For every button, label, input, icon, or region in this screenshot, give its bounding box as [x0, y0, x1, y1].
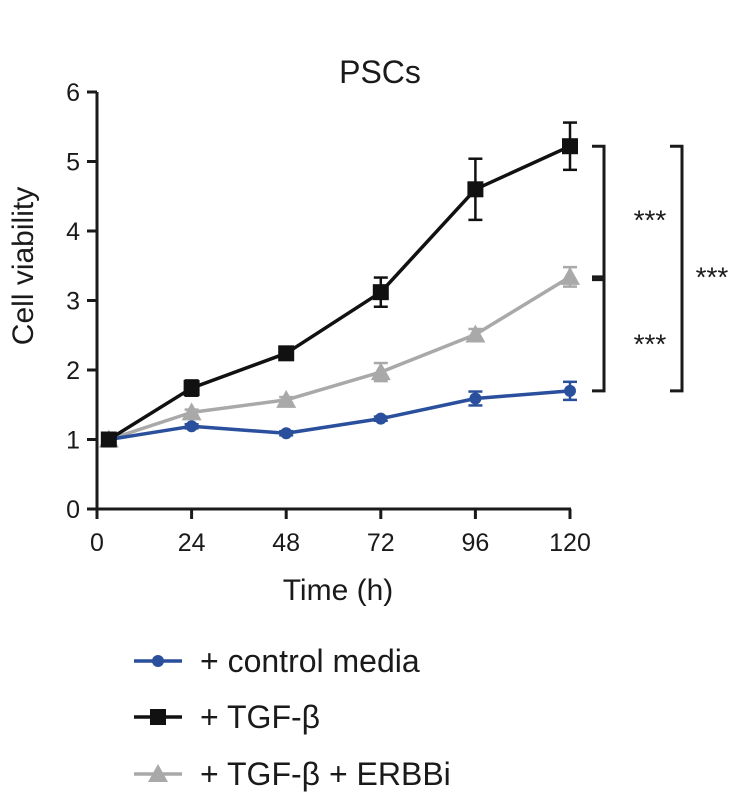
axes: 0 1 2 3 4 5 6 0 24 48 72 96 120	[66, 79, 591, 557]
legend-item: + control media	[134, 643, 420, 679]
significance-brackets: *** *** ***	[592, 144, 729, 393]
data-point	[280, 427, 293, 440]
series-line	[108, 389, 571, 442]
chart-title: PSCs	[339, 54, 421, 90]
data-point	[465, 324, 486, 343]
x-tick-label: 96	[461, 529, 489, 557]
significance-label: ***	[634, 205, 667, 236]
series-line	[107, 144, 571, 441]
y-tick-label: 2	[66, 357, 80, 385]
y-tick-label: 1	[66, 427, 80, 455]
data-point	[185, 420, 198, 433]
series-line	[108, 275, 571, 442]
y-tick-label: 6	[66, 79, 80, 107]
x-tick-label: 72	[367, 529, 395, 557]
series-triangle	[98, 265, 580, 448]
y-tick-label: 5	[66, 149, 80, 177]
significance-bracket	[592, 144, 606, 279]
y-axis-title: Cell viability	[7, 187, 40, 345]
x-tick-label: 24	[178, 529, 206, 557]
y-tick-label: 3	[66, 288, 80, 316]
data-point	[564, 384, 576, 397]
x-tick-label: 0	[90, 529, 104, 557]
legend-item: + TGF-β	[134, 699, 320, 735]
legend-marker	[148, 764, 168, 782]
data-point	[100, 431, 117, 448]
legend-label: + TGF-β	[200, 699, 320, 735]
x-axis-title: Time (h)	[283, 574, 394, 607]
legend: + control media + TGF-β + TGF-β + ERBBi	[134, 643, 451, 792]
data-point	[374, 412, 387, 425]
legend-marker	[152, 655, 164, 667]
data-point	[183, 380, 200, 397]
legend-label: + control media	[200, 643, 420, 679]
legend-item: + TGF-β + ERBBi	[134, 756, 451, 792]
significance-bracket	[670, 144, 684, 393]
data-point	[562, 138, 578, 155]
data-point	[560, 266, 580, 285]
x-tick-label: 120	[549, 529, 591, 557]
y-tick-label: 0	[66, 496, 80, 524]
significance-label: ***	[696, 262, 729, 293]
series-circle	[101, 380, 577, 446]
data-point	[276, 389, 297, 408]
data-point	[469, 392, 482, 405]
y-tick-label: 4	[66, 218, 80, 246]
x-tick-label: 48	[272, 529, 300, 557]
data-point	[181, 402, 202, 421]
legend-marker	[150, 709, 166, 725]
data-point	[278, 345, 295, 362]
data-point	[372, 284, 389, 301]
data-point	[370, 362, 391, 381]
series-square	[100, 121, 578, 448]
data-point	[467, 181, 484, 198]
significance-bracket	[592, 278, 606, 393]
legend-label: + TGF-β + ERBBi	[200, 756, 451, 792]
plot-area	[98, 121, 580, 448]
significance-label: ***	[634, 328, 667, 359]
